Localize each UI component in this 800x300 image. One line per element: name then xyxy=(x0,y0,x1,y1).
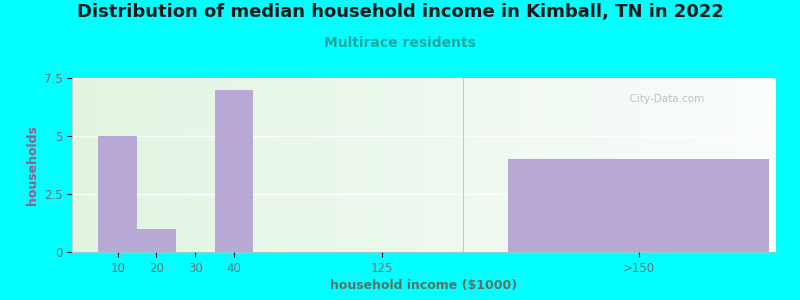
Text: Multirace residents: Multirace residents xyxy=(324,36,476,50)
Text: Distribution of median household income in Kimball, TN in 2022: Distribution of median household income … xyxy=(77,3,723,21)
X-axis label: household income ($1000): household income ($1000) xyxy=(330,279,518,292)
FancyBboxPatch shape xyxy=(214,90,254,252)
FancyBboxPatch shape xyxy=(509,159,769,252)
FancyBboxPatch shape xyxy=(98,136,137,252)
FancyBboxPatch shape xyxy=(137,229,176,252)
Y-axis label: households: households xyxy=(26,125,39,205)
Text: City-Data.com: City-Data.com xyxy=(622,94,704,104)
